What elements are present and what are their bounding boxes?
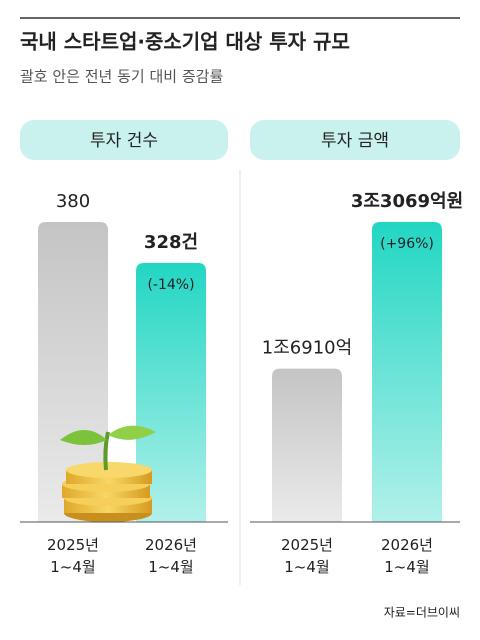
category-label: 2026년 1~4월 xyxy=(145,536,197,576)
change-label: (-14%) xyxy=(147,277,194,293)
title: 국내 스타트업·중소기업 대상 투자 규모 xyxy=(20,30,350,54)
bar xyxy=(272,368,342,522)
panel-title: 투자 금액 xyxy=(321,131,389,151)
change-label: (+96%) xyxy=(380,236,434,252)
category-label: 2025년 1~4월 xyxy=(47,536,99,576)
bar xyxy=(372,222,442,522)
panel-header xyxy=(250,120,460,160)
subtitle: 괄호 안은 전년 동기 대비 증감률 xyxy=(20,68,223,86)
panel-title: 투자 건수 xyxy=(90,131,158,151)
panel-header xyxy=(20,120,228,160)
category-label: 2025년 1~4월 xyxy=(281,536,333,576)
value-label: 3조3069억원 xyxy=(351,191,463,212)
value-label: 1조6910억 xyxy=(262,338,352,359)
bar xyxy=(38,222,108,522)
value-label: 328건 xyxy=(144,232,198,253)
plant-coins xyxy=(60,425,156,522)
source: 자료=더브이씨 xyxy=(384,606,460,620)
bar xyxy=(136,263,206,522)
value-label: 380 xyxy=(56,191,90,212)
category-label: 2026년 1~4월 xyxy=(381,536,433,576)
